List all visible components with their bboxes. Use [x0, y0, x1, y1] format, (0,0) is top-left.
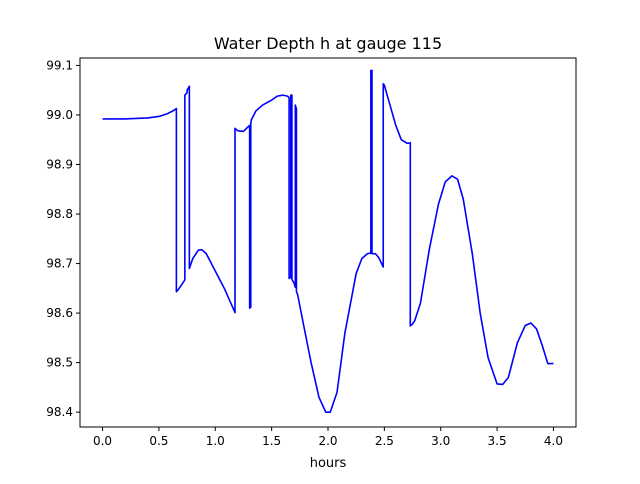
- x-tick-label: 0.0: [93, 434, 112, 448]
- x-tick-label: 1.5: [262, 434, 281, 448]
- x-tick-label: 2.0: [318, 434, 337, 448]
- y-tick-label: 98.5: [46, 356, 73, 370]
- x-tick-label: 4.0: [544, 434, 563, 448]
- x-axis-label: hours: [310, 456, 347, 471]
- x-tick-label: 3.0: [431, 434, 450, 448]
- x-tick-label: 0.5: [149, 434, 168, 448]
- x-tick-label: 1.0: [206, 434, 225, 448]
- y-tick-label: 98.9: [46, 157, 73, 171]
- y-tick-label: 98.6: [46, 306, 73, 320]
- x-tick-label: 3.5: [488, 434, 507, 448]
- plot-layer: [102, 69, 554, 413]
- chart-title: Water Depth h at gauge 115: [214, 34, 442, 53]
- x-axis-ticks: 0.0 0.5 1.0 1.5 2.0 2.5 3.0 3.5 4.0: [93, 427, 563, 448]
- y-tick-label: 99.1: [46, 58, 73, 72]
- series-line-0: [102, 69, 554, 413]
- y-tick-label: 98.8: [46, 207, 73, 221]
- y-axis-ticks: 98.4 98.5 98.6 98.7 98.8 98.9 99.0 99.1: [46, 58, 80, 419]
- x-tick-label: 2.5: [375, 434, 394, 448]
- y-tick-label: 99.0: [46, 108, 73, 122]
- y-tick-label: 98.4: [46, 405, 73, 419]
- y-tick-label: 98.7: [46, 257, 73, 271]
